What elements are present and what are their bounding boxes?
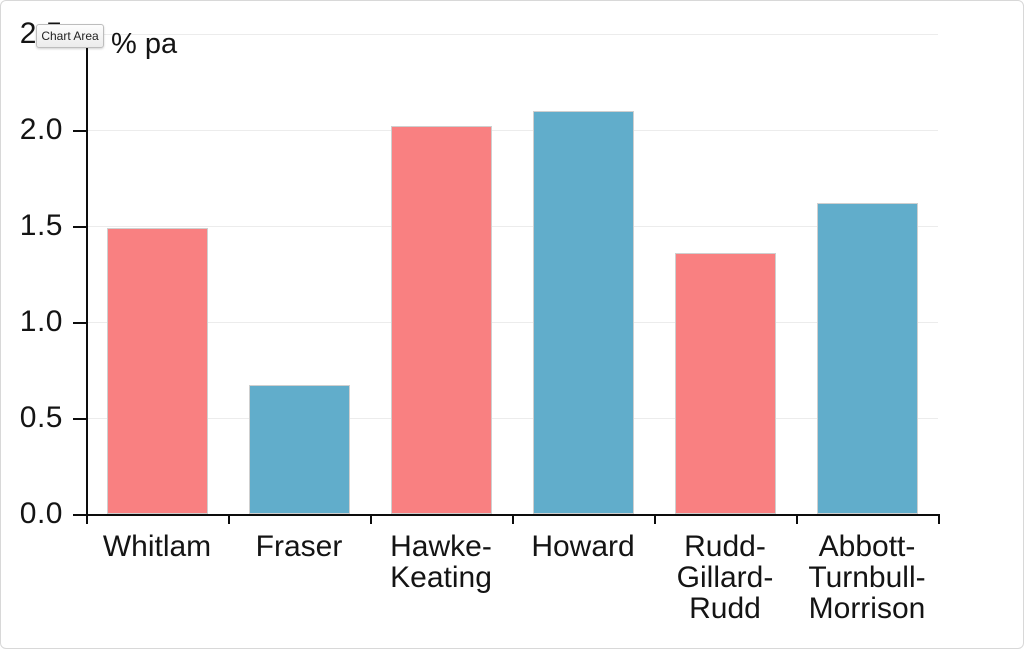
- x-tick-label-rudd-gillard-rudd: Rudd- Gillard- Rudd: [654, 531, 796, 624]
- gridline-2.0: [86, 130, 938, 131]
- gridline-2.5: [86, 34, 938, 35]
- y-tick-mark-1.5: [73, 226, 86, 228]
- gridline-1.0: [86, 322, 938, 323]
- bar-abbott-turnbull-morrison[interactable]: [817, 203, 918, 514]
- bar-fraser[interactable]: [249, 385, 350, 514]
- x-tick-label-line: Fraser: [255, 530, 343, 563]
- gridline-1.5: [86, 226, 938, 227]
- x-tick-label-abbott-turnbull-morrison: Abbott- Turnbull- Morrison: [796, 531, 938, 624]
- x-tick-label-line: Morrison: [808, 592, 926, 625]
- y-tick-label-0.0: 0.0: [19, 497, 63, 530]
- x-tick-label-fraser: Fraser: [228, 531, 370, 562]
- x-tick-label-line: Rudd: [689, 592, 761, 625]
- x-tick-mark-6: [938, 514, 940, 524]
- bar-rudd-gillard-rudd[interactable]: [675, 253, 776, 514]
- y-axis-title: % pa: [111, 28, 178, 60]
- bar-whitlam[interactable]: [107, 228, 208, 514]
- x-tick-mark-2: [370, 514, 372, 524]
- x-tick-label-line: Gillard-: [676, 561, 774, 594]
- x-tick-mark-1: [228, 514, 230, 524]
- bar-howard[interactable]: [533, 111, 634, 514]
- bar-hawke-keating[interactable]: [391, 126, 492, 514]
- x-tick-mark-3: [512, 514, 514, 524]
- x-tick-label-line: Whitlam: [102, 530, 212, 563]
- y-tick-label-1.5: 1.5: [19, 209, 63, 242]
- gridline-0.5: [86, 418, 938, 419]
- x-tick-label-line: Abbott-: [818, 530, 916, 563]
- x-tick-mark-4: [654, 514, 656, 524]
- x-tick-mark-5: [796, 514, 798, 524]
- x-tick-label-line: Hawke-: [390, 530, 492, 563]
- y-tick-label-0.5: 0.5: [19, 401, 63, 434]
- y-tick-mark-0.0: [73, 514, 86, 516]
- x-tick-label-hawke-keating: Hawke- Keating: [370, 531, 512, 593]
- chart-area-tooltip: Chart Area: [36, 24, 104, 48]
- x-tick-label-line: Rudd-: [684, 530, 766, 563]
- y-tick-mark-2.0: [73, 130, 86, 132]
- x-tick-label-line: Turnbull-: [808, 561, 926, 594]
- y-tick-mark-1.0: [73, 322, 86, 324]
- x-tick-label-whitlam: Whitlam: [86, 531, 228, 562]
- x-tick-label-howard: Howard: [512, 531, 654, 562]
- chart-area-tooltip-label: Chart Area: [41, 29, 99, 43]
- x-tick-mark-0: [86, 514, 88, 524]
- y-tick-label-2.0: 2.0: [19, 113, 63, 146]
- x-tick-label-line: Keating: [390, 561, 492, 594]
- y-axis-line: [86, 34, 88, 516]
- y-tick-label-1.0: 1.0: [19, 305, 63, 338]
- y-tick-mark-0.5: [73, 418, 86, 420]
- x-tick-label-line: Howard: [531, 530, 635, 563]
